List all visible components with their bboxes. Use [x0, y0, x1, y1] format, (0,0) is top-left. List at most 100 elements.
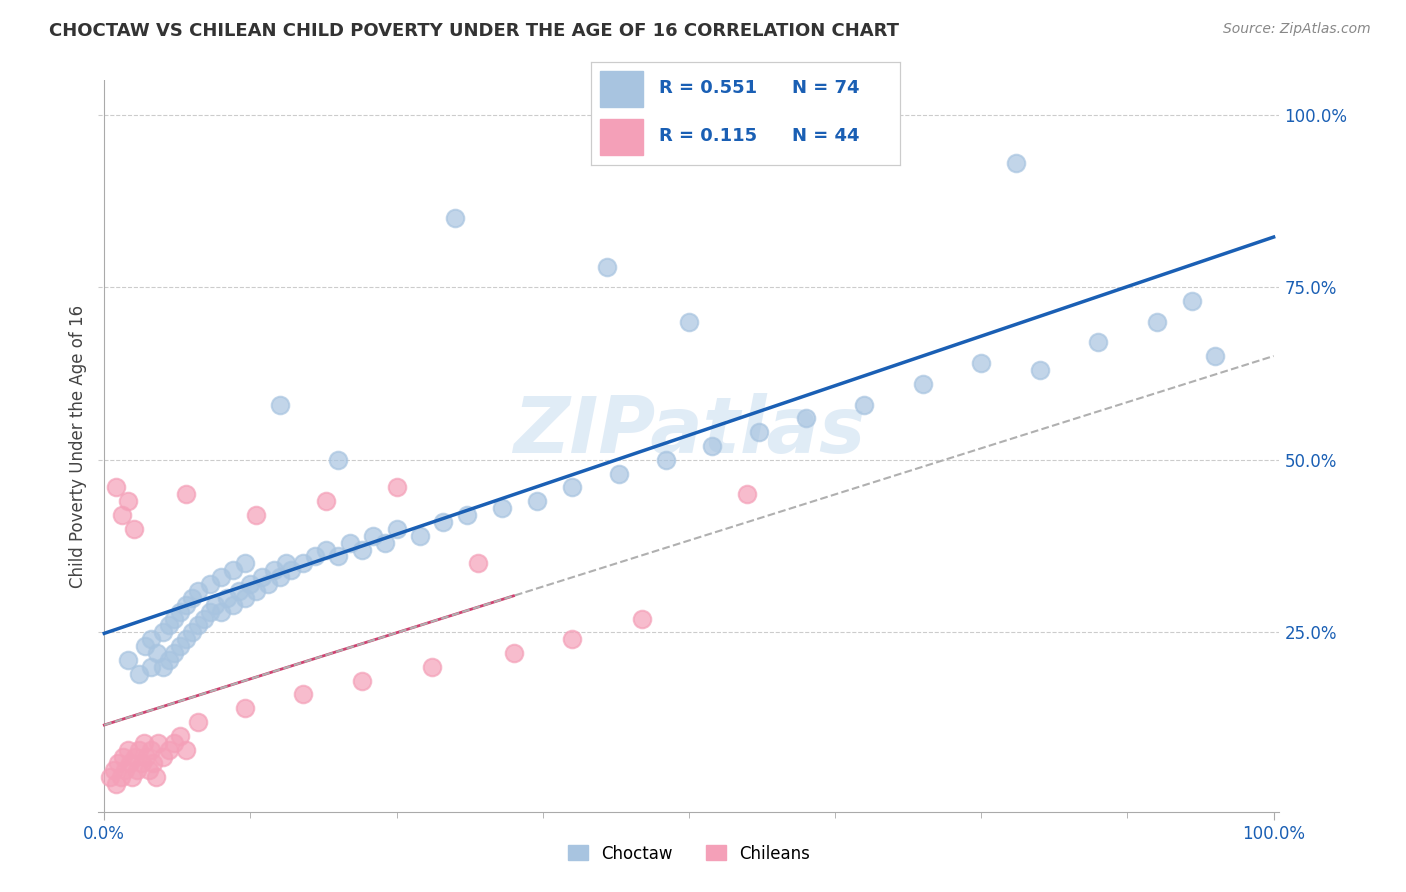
- Point: [122, 522, 145, 536]
- Point: [111, 508, 134, 522]
- Point: [678, 315, 700, 329]
- Text: R = 0.551: R = 0.551: [658, 78, 756, 96]
- Point: [181, 591, 204, 605]
- Point: [409, 529, 432, 543]
- Point: [257, 577, 280, 591]
- Point: [361, 529, 384, 543]
- Point: [174, 632, 197, 647]
- Point: [125, 764, 148, 778]
- Point: [132, 736, 155, 750]
- Point: [209, 570, 232, 584]
- Point: [169, 729, 191, 743]
- Point: [104, 777, 127, 791]
- Point: [245, 508, 267, 522]
- Point: [1204, 349, 1226, 363]
- Point: [315, 542, 337, 557]
- Point: [163, 736, 186, 750]
- Y-axis label: Child Poverty Under the Age of 16: Child Poverty Under the Age of 16: [69, 304, 87, 588]
- Point: [169, 605, 191, 619]
- Point: [131, 756, 153, 771]
- Point: [146, 646, 169, 660]
- Point: [139, 742, 162, 756]
- Point: [737, 487, 759, 501]
- Point: [152, 660, 174, 674]
- Point: [169, 639, 191, 653]
- Point: [134, 639, 156, 653]
- Point: [117, 653, 139, 667]
- Point: [607, 467, 630, 481]
- Point: [280, 563, 302, 577]
- Point: [128, 742, 150, 756]
- Point: [456, 508, 478, 522]
- Point: [146, 736, 169, 750]
- Point: [209, 605, 232, 619]
- Point: [526, 494, 548, 508]
- Point: [1005, 156, 1028, 170]
- Point: [326, 452, 349, 467]
- Point: [198, 605, 221, 619]
- Point: [263, 563, 285, 577]
- Point: [491, 501, 513, 516]
- Point: [748, 425, 770, 440]
- Point: [794, 411, 817, 425]
- Point: [315, 494, 337, 508]
- Point: [970, 356, 993, 370]
- Point: [1146, 315, 1168, 329]
- Point: [117, 742, 139, 756]
- Bar: [600, 119, 643, 155]
- Point: [181, 625, 204, 640]
- Point: [561, 480, 583, 494]
- Point: [233, 701, 256, 715]
- Point: [292, 687, 315, 701]
- Point: [152, 625, 174, 640]
- Point: [174, 742, 197, 756]
- Point: [233, 557, 256, 571]
- Point: [304, 549, 326, 564]
- Point: [142, 756, 165, 771]
- Point: [139, 632, 162, 647]
- Point: [135, 749, 157, 764]
- Point: [163, 646, 186, 660]
- Point: [432, 515, 454, 529]
- Point: [157, 618, 180, 632]
- Point: [292, 557, 315, 571]
- Point: [1181, 294, 1204, 309]
- Point: [350, 542, 373, 557]
- Point: [118, 756, 141, 771]
- Point: [239, 577, 262, 591]
- Point: [187, 618, 209, 632]
- Point: [467, 557, 489, 571]
- Point: [215, 591, 238, 605]
- Point: [145, 770, 167, 784]
- Point: [444, 211, 467, 226]
- Point: [326, 549, 349, 564]
- Point: [339, 535, 361, 549]
- Point: [174, 598, 197, 612]
- Point: [187, 714, 209, 729]
- Point: [250, 570, 273, 584]
- Point: [233, 591, 256, 605]
- Point: [204, 598, 226, 612]
- Point: [107, 756, 129, 771]
- Point: [350, 673, 373, 688]
- Point: [1029, 363, 1052, 377]
- Text: R = 0.115: R = 0.115: [658, 127, 756, 145]
- Point: [1087, 335, 1109, 350]
- Text: CHOCTAW VS CHILEAN CHILD POVERTY UNDER THE AGE OF 16 CORRELATION CHART: CHOCTAW VS CHILEAN CHILD POVERTY UNDER T…: [49, 22, 900, 40]
- Point: [193, 611, 215, 625]
- Point: [114, 764, 136, 778]
- Point: [124, 749, 146, 764]
- Point: [163, 611, 186, 625]
- Point: [222, 563, 245, 577]
- Point: [222, 598, 245, 612]
- Point: [374, 535, 396, 549]
- Point: [385, 522, 408, 536]
- Point: [128, 666, 150, 681]
- Point: [420, 660, 443, 674]
- Legend: Choctaw, Chileans: Choctaw, Chileans: [561, 838, 817, 869]
- Point: [502, 646, 524, 660]
- Point: [152, 749, 174, 764]
- Point: [385, 480, 408, 494]
- Text: Source: ZipAtlas.com: Source: ZipAtlas.com: [1223, 22, 1371, 37]
- Text: N = 74: N = 74: [792, 78, 859, 96]
